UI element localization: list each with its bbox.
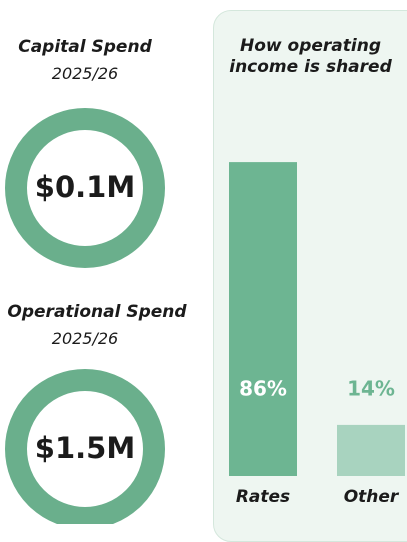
chart: $0.1M $1.5M 86% Rates 14% Other xyxy=(5,108,405,524)
stat-subtitle: 2025/26 xyxy=(51,64,119,83)
stat-title: Operational Spend xyxy=(7,302,187,322)
bar xyxy=(337,424,405,476)
ring xyxy=(5,369,165,524)
stat-value: $1.5M xyxy=(35,431,135,465)
value-label: 14% xyxy=(347,377,395,401)
value-label: 86% xyxy=(239,377,287,401)
bar xyxy=(229,162,297,476)
stat-value: $0.1M xyxy=(35,170,135,204)
ring xyxy=(5,108,165,268)
stat-title: Capital Spend xyxy=(18,37,152,57)
x-tick-label: Rates xyxy=(236,487,290,507)
x-tick-label: Other xyxy=(344,487,400,507)
page: Capital Spend 2025/26 Operational Spend … xyxy=(5,10,407,542)
stat-subtitle: 2025/26 xyxy=(51,329,119,348)
chart-title: How operating income is shared xyxy=(229,36,392,77)
